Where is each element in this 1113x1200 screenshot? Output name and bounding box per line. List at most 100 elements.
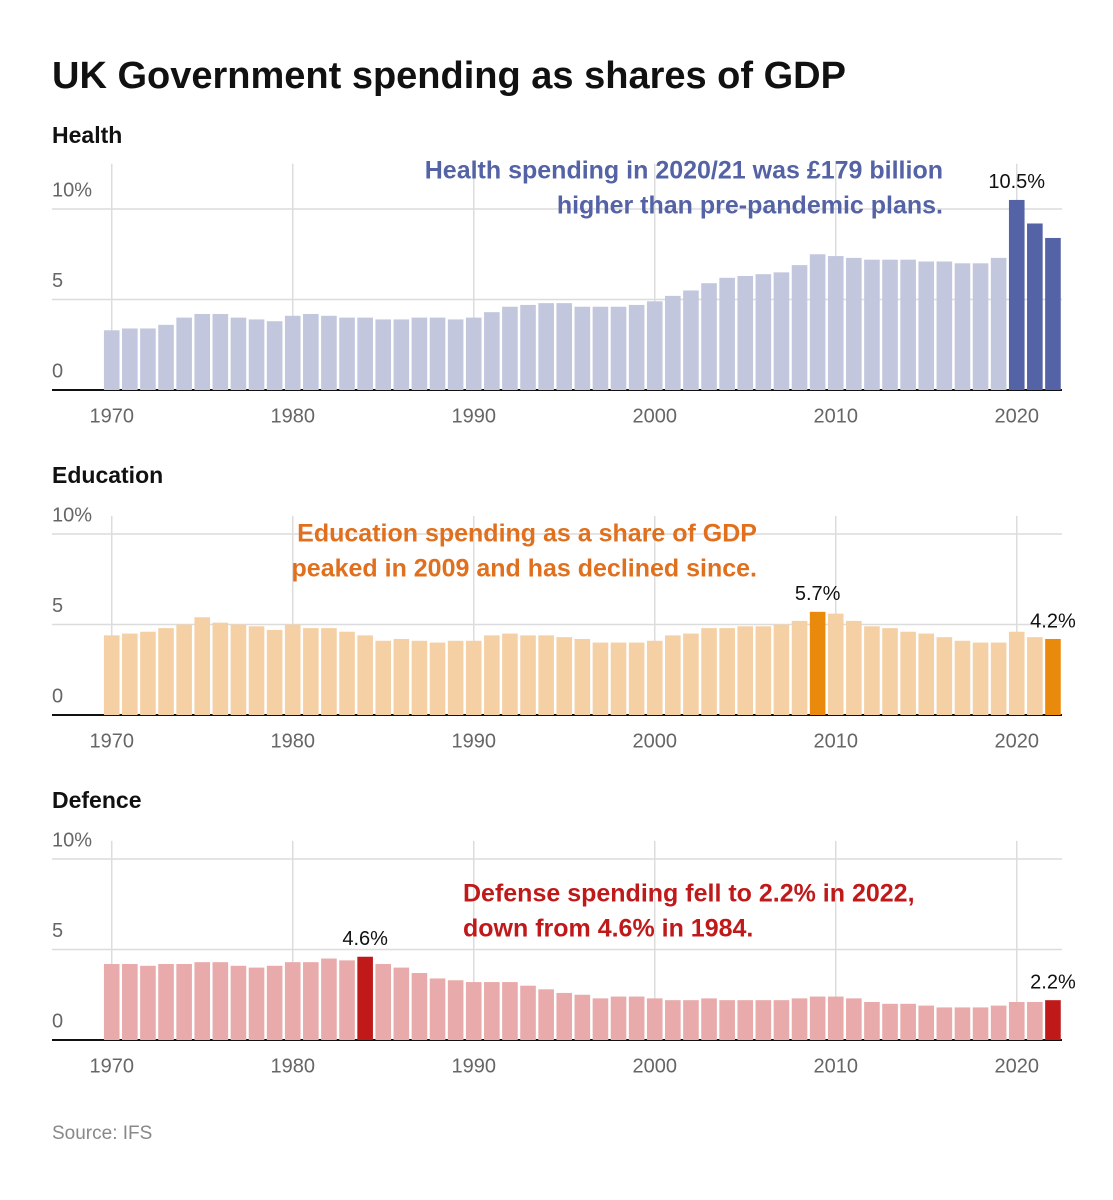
annotation: higher than pre-pandemic plans. (557, 192, 943, 220)
bar (719, 1000, 735, 1040)
panel-title: Defence (52, 787, 141, 813)
bar (248, 626, 265, 715)
bar (411, 640, 428, 715)
bar (465, 640, 482, 715)
bar (212, 313, 229, 390)
bar (719, 277, 735, 390)
bar (158, 963, 174, 1040)
bar (538, 303, 554, 390)
bar (393, 638, 410, 715)
y-tick-label: 10% (52, 504, 92, 526)
bar (809, 254, 826, 390)
x-tick-label: 2000 (632, 1055, 677, 1077)
bar (701, 283, 717, 390)
x-tick-label: 1970 (89, 1055, 134, 1077)
value-label: 4.6% (342, 928, 388, 950)
bar (230, 624, 247, 715)
bar (230, 965, 247, 1040)
bar (628, 642, 645, 715)
bar (882, 628, 898, 715)
bar (375, 640, 392, 715)
bar (628, 996, 645, 1040)
bar (972, 642, 989, 715)
bar (990, 642, 1007, 715)
bar (465, 317, 482, 390)
bar (520, 985, 536, 1040)
bar (574, 638, 591, 715)
annotation: Health spending in 2020/21 was £179 bill… (425, 157, 943, 185)
bar (556, 303, 573, 390)
y-tick-label: 5 (52, 595, 63, 617)
bar (1027, 637, 1043, 715)
bar (990, 1005, 1007, 1040)
bar (465, 982, 482, 1040)
bar (284, 315, 301, 390)
bar (665, 295, 681, 390)
bar (140, 965, 156, 1040)
bar (176, 624, 192, 715)
annotation: Education spending as a share of GDP (297, 520, 757, 548)
x-tick-label: 1990 (451, 730, 496, 752)
bar (1008, 1001, 1025, 1040)
bar (900, 259, 916, 390)
bar (303, 313, 319, 390)
bar (122, 633, 138, 715)
bar (628, 304, 645, 390)
bar (158, 628, 174, 715)
bar (592, 306, 609, 390)
bar (103, 330, 120, 390)
bar (140, 631, 156, 715)
bar (791, 620, 808, 715)
bar (248, 319, 265, 390)
x-tick-label: 2010 (813, 405, 858, 427)
bar (882, 259, 898, 390)
bar (484, 982, 500, 1040)
bar (646, 640, 663, 715)
bar (791, 265, 808, 390)
bar (592, 642, 609, 715)
bar (1045, 638, 1061, 715)
bar (683, 290, 699, 390)
bar (248, 967, 265, 1040)
bar (158, 324, 174, 390)
bar (339, 317, 355, 390)
chart-title: UK Government spending as shares of GDP (52, 55, 846, 97)
bar (556, 637, 573, 715)
bar (122, 963, 138, 1040)
bar (864, 259, 880, 390)
bar (429, 317, 446, 390)
bar (212, 962, 229, 1040)
bar (918, 1005, 935, 1040)
bar (1045, 237, 1061, 390)
bar (484, 635, 500, 715)
bar (755, 274, 772, 390)
bar (1027, 1001, 1043, 1040)
bar (266, 629, 283, 715)
x-tick-label: 2020 (994, 730, 1039, 752)
bar (918, 261, 935, 390)
bar (103, 635, 120, 715)
bar (918, 633, 935, 715)
x-tick-label: 2010 (813, 730, 858, 752)
bar (194, 617, 211, 715)
bar (321, 628, 337, 715)
bar (339, 631, 355, 715)
x-tick-label: 1990 (451, 405, 496, 427)
bar (864, 1001, 880, 1040)
bar (1027, 223, 1043, 390)
bar (357, 635, 373, 715)
bar (375, 963, 392, 1040)
bar (339, 960, 355, 1040)
bar (1008, 631, 1025, 715)
y-tick-label: 10% (52, 179, 92, 201)
bar (194, 962, 211, 1040)
bar (194, 313, 211, 390)
y-tick-label: 5 (52, 270, 63, 292)
bar (321, 315, 337, 390)
bar (447, 980, 464, 1040)
bar (846, 257, 862, 390)
bar (846, 620, 862, 715)
bar (266, 965, 283, 1040)
bar (429, 978, 446, 1040)
